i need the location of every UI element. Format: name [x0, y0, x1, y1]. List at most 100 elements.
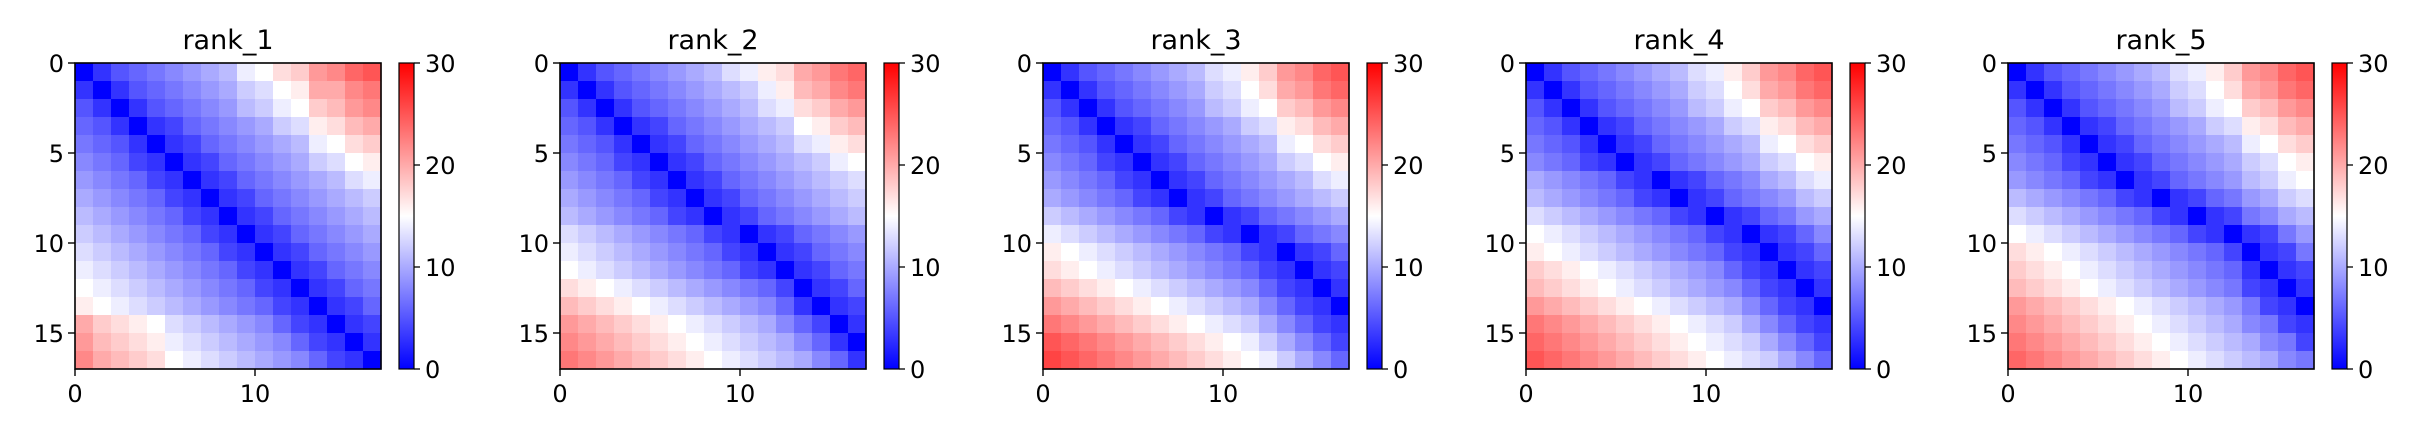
heatmap-cell: [632, 351, 651, 370]
heatmap-cell: [1277, 279, 1296, 298]
heatmap-cell: [794, 333, 813, 352]
heatmap-cell: [1526, 99, 1545, 118]
heatmap-cell: [686, 81, 705, 100]
heatmap-cell: [614, 63, 633, 82]
heatmap-cell: [1241, 297, 1260, 316]
heatmap-cell: [1778, 189, 1797, 208]
heatmap-cell: [704, 315, 723, 334]
heatmap-cell: [794, 225, 813, 244]
heatmap-cell: [1670, 63, 1689, 82]
heatmap-cell: [1097, 297, 1116, 316]
heatmap-cell: [345, 225, 364, 244]
heatmap-cell: [2260, 207, 2279, 226]
heatmap-cell: [776, 351, 795, 370]
heatmap-cell: [722, 189, 741, 208]
heatmap-cell: [722, 81, 741, 100]
heatmap-cell: [578, 315, 597, 334]
heatmap-cell: [2206, 207, 2225, 226]
heatmap-cell: [1187, 243, 1206, 262]
heatmap-cell: [1223, 261, 1242, 280]
heatmap-cell: [1670, 135, 1689, 154]
heatmap-cell: [1097, 279, 1116, 298]
heatmap-cell: [596, 171, 615, 190]
heatmap-cell: [812, 243, 831, 262]
heatmap-cell: [2296, 279, 2315, 298]
heatmap-cell: [1115, 153, 1134, 172]
heatmap-cell: [1331, 99, 1350, 118]
heatmap-cell: [1043, 171, 1062, 190]
heatmap-cell: [758, 117, 777, 136]
axes-frame: [2007, 62, 2315, 370]
heatmap-cell: [2026, 315, 2045, 334]
heatmap-cell: [255, 117, 274, 136]
heatmap-cell: [2008, 351, 2027, 370]
heatmap-cell: [1331, 207, 1350, 226]
heatmap-cell: [1097, 81, 1116, 100]
heatmap-cell: [1616, 153, 1635, 172]
heatmap-cell: [2080, 333, 2099, 352]
heatmap-cell: [2026, 351, 2045, 370]
colorbar-tick-label: 20: [1393, 152, 1424, 180]
heatmap-cell: [1133, 153, 1152, 172]
heatmap-cell: [1187, 99, 1206, 118]
heatmap-cell: [1259, 225, 1278, 244]
heatmap-cell: [1259, 117, 1278, 136]
heatmap-cell: [2026, 153, 2045, 172]
heatmap-cell: [273, 315, 292, 334]
heatmap-cell: [201, 297, 220, 316]
heatmap-cell: [1295, 261, 1314, 280]
heatmap-cell: [345, 135, 364, 154]
heatmap-cell: [111, 81, 130, 100]
heatmap-cell: [812, 81, 831, 100]
heatmap-cell: [1760, 315, 1779, 334]
heatmap-cell: [219, 63, 238, 82]
heatmap-cell: [2116, 81, 2135, 100]
heatmap-cell: [291, 297, 310, 316]
heatmap-cell: [776, 315, 795, 334]
heatmap-cell: [1544, 189, 1563, 208]
heatmap-cell: [2062, 351, 2081, 370]
heatmap-cell: [2296, 135, 2315, 154]
heatmap-cell: [183, 333, 202, 352]
heatmap-cell: [1670, 333, 1689, 352]
heatmap-cell: [2242, 99, 2261, 118]
heatmap-cell: [830, 207, 849, 226]
heatmap-cell: [201, 207, 220, 226]
heatmap-cell: [1688, 225, 1707, 244]
heatmap-cell: [1151, 171, 1170, 190]
heatmap-cell: [2098, 189, 2117, 208]
heatmap-cell: [1295, 243, 1314, 262]
heatmap-cell: [2206, 225, 2225, 244]
heatmap-cell: [2080, 63, 2099, 82]
heatmap-cell: [2206, 297, 2225, 316]
heatmap-cell: [1652, 243, 1671, 262]
heatmap-cell: [273, 243, 292, 262]
heatmap-cell: [1796, 81, 1815, 100]
heatmap-cell: [1562, 153, 1581, 172]
heatmap-cell: [1598, 351, 1617, 370]
heatmap-cell: [183, 315, 202, 334]
heatmap-cell: [2296, 153, 2315, 172]
heatmap-cell: [165, 63, 184, 82]
colorbar-tick-label: 0: [425, 356, 440, 384]
heatmap-cell: [1223, 189, 1242, 208]
heatmap-cell: [309, 81, 328, 100]
heatmap-cell: [1169, 243, 1188, 262]
heatmap-cell: [2170, 261, 2189, 280]
heatmap-cell: [1652, 333, 1671, 352]
heatmap-cell: [1742, 315, 1761, 334]
heatmap-cell: [650, 279, 669, 298]
heatmap-cell: [1241, 315, 1260, 334]
heatmap-cell: [129, 315, 148, 334]
heatmap-cell: [722, 153, 741, 172]
heatmap-cell: [2134, 189, 2153, 208]
heatmap-cell: [2044, 81, 2063, 100]
heatmap-cell: [1616, 117, 1635, 136]
heatmap-cell: [219, 171, 238, 190]
heatmap-cell: [1760, 225, 1779, 244]
colorbar: [1849, 62, 1866, 370]
heatmap-cell: [2152, 207, 2171, 226]
heatmap-cell: [2080, 351, 2099, 370]
heatmap-cell: [596, 315, 615, 334]
panel-title: rank_1: [182, 25, 273, 56]
